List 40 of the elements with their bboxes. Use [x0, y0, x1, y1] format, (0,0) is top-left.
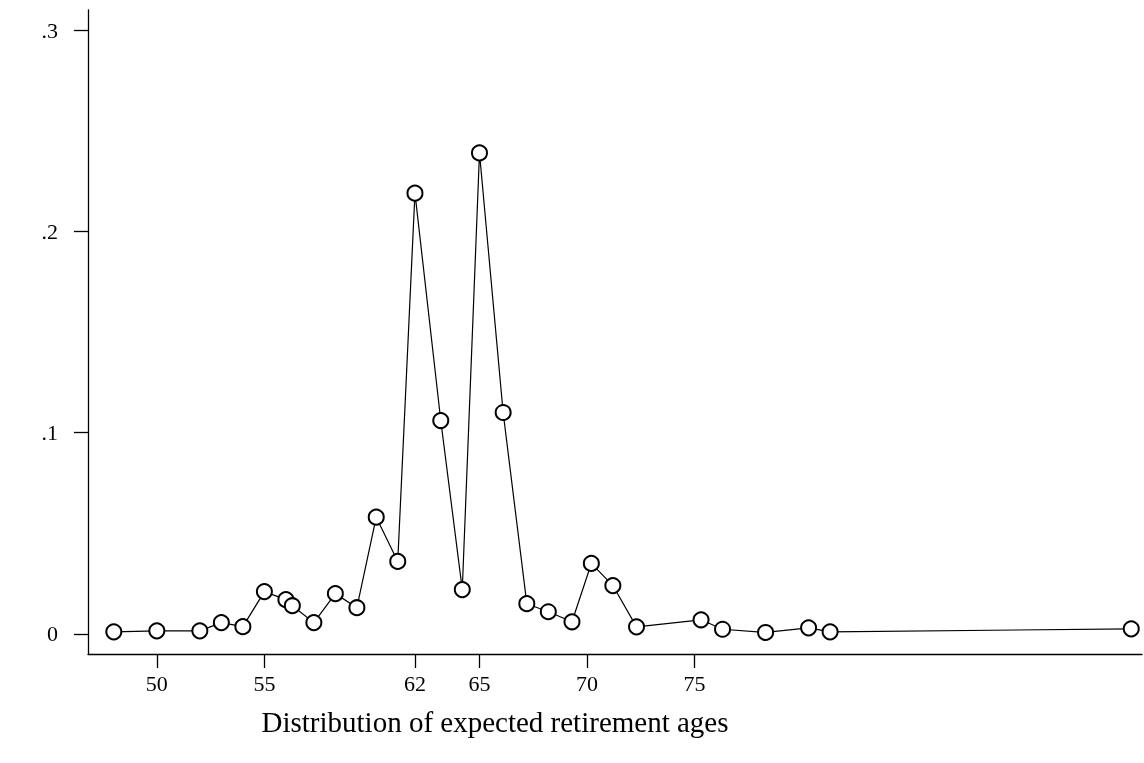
point — [453, 581, 471, 599]
x-tick-label: 75 — [683, 670, 706, 696]
point — [757, 623, 775, 641]
point — [326, 585, 344, 603]
point — [821, 623, 839, 641]
point — [471, 144, 488, 162]
point — [714, 620, 732, 638]
point — [539, 603, 557, 621]
point — [518, 595, 536, 613]
point — [604, 577, 622, 595]
x-axis-title: Distribution of expected retirement ages — [261, 705, 729, 738]
point — [563, 613, 581, 631]
point — [692, 611, 710, 629]
x-tick-label: 70 — [576, 670, 599, 696]
point — [432, 412, 450, 430]
x-tick-label: 65 — [468, 670, 491, 696]
point — [494, 404, 512, 421]
y-tick-label: .2 — [41, 218, 58, 244]
point — [348, 599, 366, 617]
point — [406, 184, 424, 202]
y-tick-label: .1 — [41, 420, 58, 446]
point — [255, 583, 273, 601]
point — [582, 554, 600, 572]
x-tick-label: 50 — [145, 670, 168, 696]
point — [1122, 620, 1140, 638]
point — [234, 618, 252, 636]
x-tick-label: 55 — [253, 670, 276, 696]
x-tick-label: 62 — [403, 670, 426, 696]
point — [800, 619, 818, 637]
point — [389, 552, 407, 570]
y-tick-label: 0 — [47, 621, 58, 647]
point — [105, 623, 123, 641]
point — [628, 618, 646, 636]
point — [212, 614, 230, 632]
point — [305, 614, 323, 632]
point — [367, 508, 385, 526]
point — [283, 597, 301, 615]
point — [148, 622, 166, 640]
point — [191, 622, 209, 640]
y-tick-label: .3 — [41, 17, 58, 43]
